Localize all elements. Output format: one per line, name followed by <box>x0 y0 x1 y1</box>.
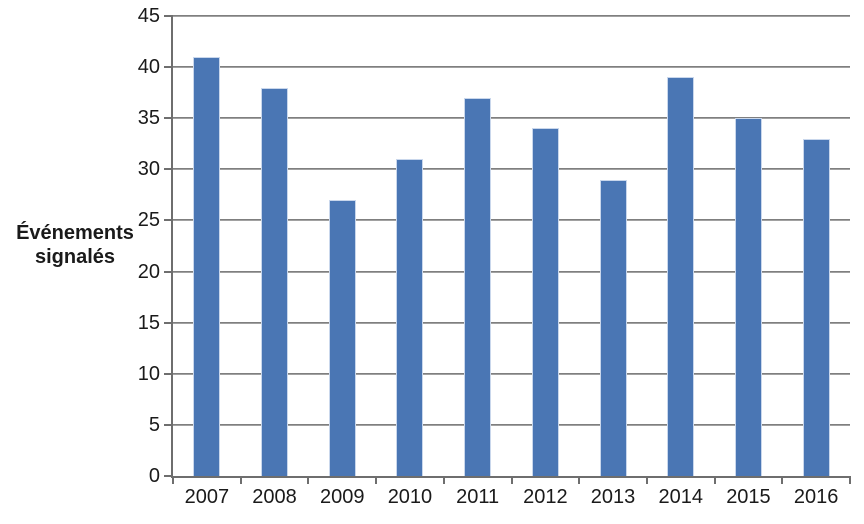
x-tick-mark <box>578 476 581 484</box>
y-tick-label: 0 <box>148 465 160 487</box>
x-tick-label: 2010 <box>387 486 433 508</box>
x-tick-mark <box>713 476 716 484</box>
y-tick-mark <box>164 270 173 273</box>
y-tick-label: 15 <box>137 311 160 334</box>
bar <box>396 159 424 476</box>
x-tick-label: 2014 <box>658 486 703 508</box>
x-tick-label: 2012 <box>523 486 568 508</box>
y-tick-label: 10 <box>137 362 160 385</box>
y-axis-line <box>171 16 173 478</box>
y-tick-mark <box>164 66 173 69</box>
y-tick-mark <box>164 219 173 222</box>
y-tick-mark <box>164 321 173 324</box>
bar <box>802 138 830 476</box>
y-tick-label: 5 <box>148 413 160 436</box>
bar <box>734 118 762 476</box>
bar <box>328 200 356 476</box>
x-tick-label: 2009 <box>319 486 365 508</box>
x-tick-mark <box>375 476 378 484</box>
y-tick-mark <box>164 168 173 171</box>
bar <box>531 128 559 476</box>
x-tick-label: 2015 <box>726 486 771 508</box>
gridline <box>173 372 850 375</box>
x-tick-mark <box>781 476 784 484</box>
y-axis-title-line1: Événements <box>16 222 134 244</box>
x-tick-label: 2011 <box>456 486 500 508</box>
bar <box>464 97 492 476</box>
gridline <box>173 423 850 426</box>
gridline <box>173 219 850 222</box>
x-tick-mark <box>239 476 242 484</box>
gridline <box>173 117 850 120</box>
gridline <box>173 321 850 324</box>
x-tick-mark <box>307 476 310 484</box>
gridline <box>173 168 850 171</box>
y-axis-title-line2: signalés <box>34 246 116 268</box>
y-tick-label: 40 <box>137 56 160 79</box>
y-tick-mark <box>164 423 173 426</box>
x-tick-label: 2016 <box>793 486 839 508</box>
x-tick-mark <box>172 476 174 484</box>
y-tick-mark <box>164 117 173 120</box>
x-tick-mark <box>510 476 513 484</box>
plot-area <box>173 15 850 476</box>
bar <box>667 77 695 476</box>
y-axis-title: Événements signalés <box>0 221 150 269</box>
x-tick-label: 2013 <box>590 486 636 508</box>
y-tick-label: 30 <box>137 158 160 181</box>
y-tick-label: 20 <box>137 260 160 283</box>
x-tick-mark <box>442 476 445 484</box>
gridline <box>173 66 850 69</box>
x-tick-mark <box>849 476 851 484</box>
x-tick-label: 2007 <box>184 486 230 508</box>
y-tick-mark <box>164 15 173 17</box>
y-tick-mark <box>164 475 173 477</box>
gridline <box>173 270 850 273</box>
bar <box>261 87 289 476</box>
y-tick-label: 35 <box>137 107 160 130</box>
x-tick-label: 2008 <box>252 486 297 508</box>
x-tick-mark <box>645 476 648 484</box>
bar <box>599 179 627 476</box>
y-tick-label: 45 <box>137 5 160 27</box>
y-tick-mark <box>164 372 173 375</box>
gridline <box>173 15 850 18</box>
y-tick-label: 25 <box>137 209 160 232</box>
bar <box>193 56 221 476</box>
